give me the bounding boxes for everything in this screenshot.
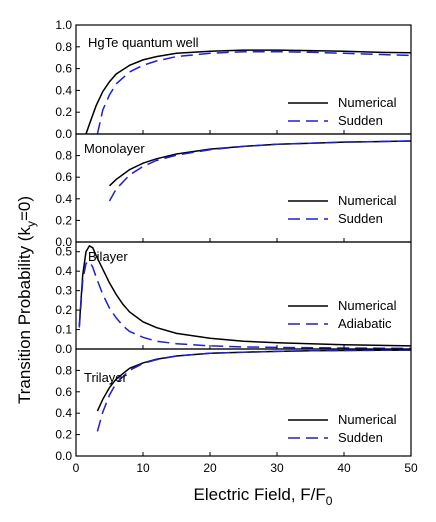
- y-tick-label: 0.6: [55, 385, 72, 399]
- panel-3: 0.0 0.1 0.2 0.3 0.4 0.5 Bilayer Numerical Adiaba…: [55, 241, 412, 356]
- legend-label: Sudden: [338, 430, 383, 445]
- legend-label: Sudden: [338, 211, 383, 226]
- y-tick-label: 0.0: [55, 449, 72, 463]
- y-tick-label: 0.2: [55, 213, 72, 227]
- series-line-2: [96, 349, 412, 432]
- y-tick-label: 0.3: [55, 284, 72, 298]
- legend-label: Numerical: [338, 193, 397, 208]
- series-line-1: [78, 244, 412, 347]
- series-line-2: [108, 140, 412, 202]
- y-tick-label: 0.5: [55, 245, 72, 259]
- legend: Numerical Sudden: [288, 95, 397, 128]
- y-tick-label: 1.0: [55, 18, 72, 32]
- y-tick-label: 0.1: [55, 323, 72, 337]
- y-tick-label: 0.8: [55, 40, 72, 54]
- y-tick-label: 0.4: [55, 192, 72, 206]
- legend-label: Adiabatic: [338, 316, 392, 331]
- y-tick-label: 0.4: [55, 264, 72, 278]
- legend-label: Numerical: [338, 412, 397, 427]
- x-tick-label: 40: [337, 461, 351, 475]
- plot-frame: [75, 348, 412, 457]
- panel-annotation: Trilayer: [84, 370, 128, 385]
- y-tick-label: 0.0: [55, 235, 72, 249]
- panel-annotation: HgTe quantum well: [88, 35, 199, 50]
- y-tick-label: 0.0: [55, 127, 72, 141]
- series-line-2: [96, 50, 412, 135]
- y-tick-label: 0.4: [55, 83, 72, 97]
- legend-label: Sudden: [338, 113, 383, 128]
- y-tick-label: 0.0: [55, 342, 72, 356]
- series-line-1: [108, 140, 412, 187]
- legend: Numerical Sudden: [288, 193, 397, 226]
- y-tick-label: 0.8: [55, 363, 72, 377]
- y-tick-label: 0.6: [55, 170, 72, 184]
- panel-annotation: Monolayer: [84, 141, 145, 156]
- series-line-1: [85, 49, 412, 135]
- panel-annotation: Bilayer: [88, 249, 128, 264]
- y-tick-label: 0.2: [55, 428, 72, 442]
- legend: Numerical Sudden: [288, 412, 397, 445]
- x-tick-label: 20: [203, 461, 217, 475]
- legend-label: Numerical: [338, 95, 397, 110]
- y-tick-label: 0.2: [55, 303, 72, 317]
- panel-2: 0.0 0.2 0.4 0.6 0.8 Monolayer Numerical Sudden: [55, 133, 412, 249]
- x-axis-label: Electric Field, F/F0: [194, 485, 333, 508]
- panels: 0.0 0.2 0.4 0.6 0.8 1.0 HgTe quantum well Numer…: [55, 18, 418, 475]
- legend: Numerical Adiabatic: [288, 298, 397, 331]
- series-line-1: [96, 349, 412, 412]
- y-axis-label: Transition Probability (ky=0): [15, 196, 38, 404]
- y-tick-label: 0.6: [55, 62, 72, 76]
- legend-label: Numerical: [338, 298, 397, 313]
- x-tick-label: 30: [270, 461, 284, 475]
- x-tick-label: 50: [404, 461, 418, 475]
- y-tick-label: 0.2: [55, 105, 72, 119]
- y-tick-label: 0.8: [55, 149, 72, 163]
- panel-1: 0.0 0.2 0.4 0.6 0.8 1.0 HgTe quantum well Numer…: [55, 18, 412, 141]
- panel-4: 0.0 0.2 0.4 0.6 0.8 0 10 20 30 40 50 Trilayer Numeri…: [55, 348, 418, 475]
- x-tick-label: 0: [73, 461, 80, 475]
- y-tick-label: 0.4: [55, 406, 72, 420]
- x-tick-label: 10: [136, 461, 150, 475]
